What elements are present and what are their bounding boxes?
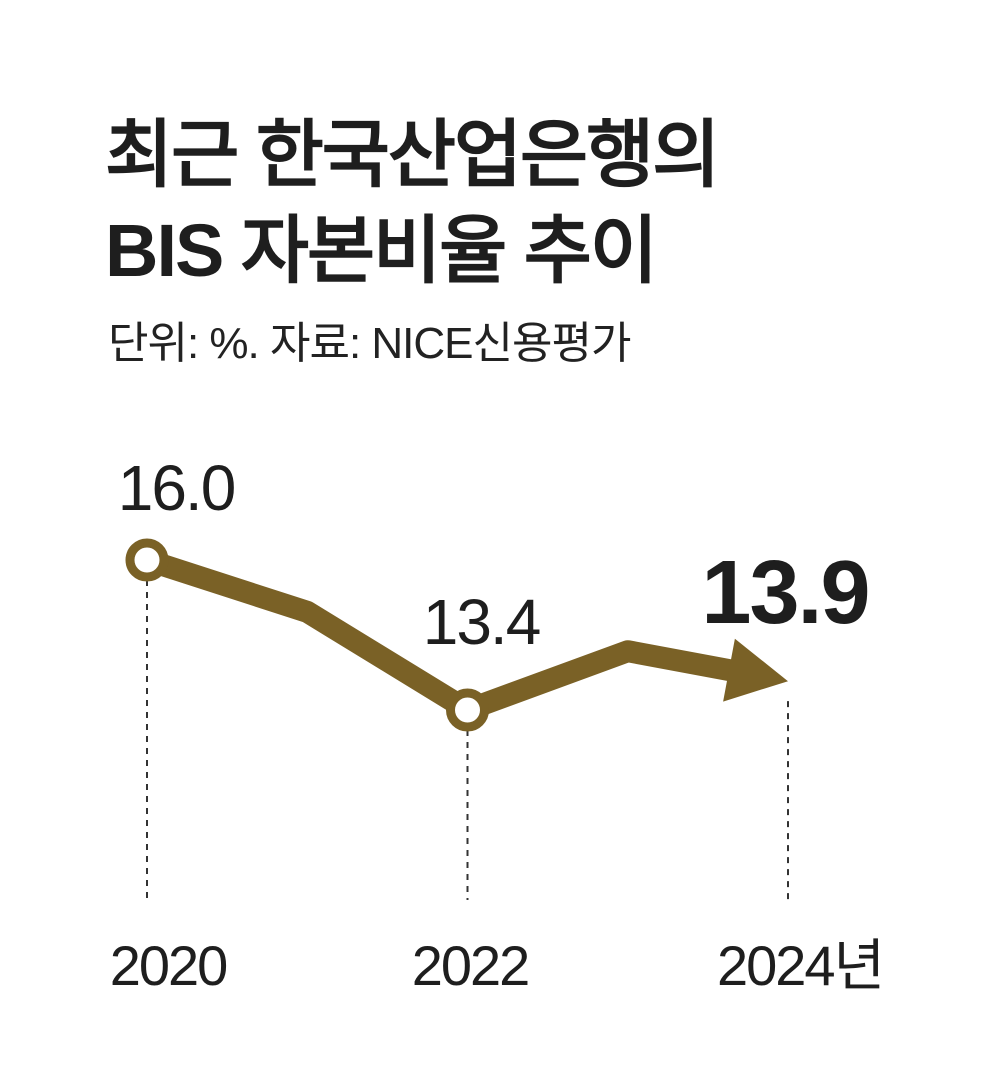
x-tick-label: 2022: [412, 934, 529, 997]
data-label: 13.9: [701, 543, 868, 643]
point-marker: [446, 688, 489, 732]
x-tick-labels: 2020 2022 2024년: [110, 934, 885, 997]
point-marker: [125, 538, 169, 582]
chart-title-line2: BIS 자본비율 추이: [105, 209, 658, 292]
vertical-guides: [146, 580, 789, 900]
x-tick-label: 2020: [110, 934, 227, 997]
chart-title-line1: 최근 한국산업은행의: [105, 113, 720, 196]
data-label: 13.4: [423, 586, 540, 658]
data-label: 16.0: [118, 452, 235, 524]
value-labels: 16.0 13.4 13.9: [118, 452, 871, 658]
chart-subtitle: 단위: %. 자료: NICE신용평가: [108, 319, 631, 368]
point-markers: [125, 538, 489, 732]
end-arrow-marker: [723, 638, 788, 702]
x-tick-label: 2024년: [717, 934, 883, 997]
